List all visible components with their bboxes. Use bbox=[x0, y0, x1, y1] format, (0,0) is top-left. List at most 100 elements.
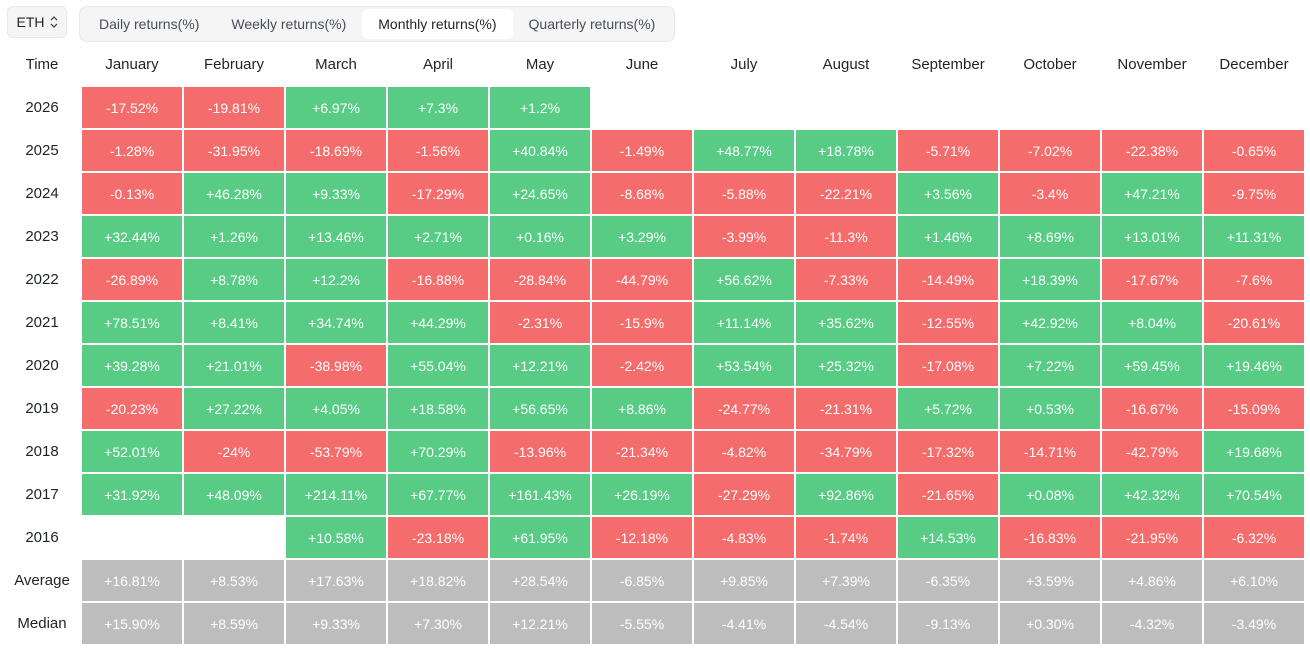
stat-cell: -4.41% bbox=[694, 603, 794, 644]
empty-cell bbox=[1102, 87, 1202, 128]
stat-cell: -4.32% bbox=[1102, 603, 1202, 644]
stat-cell: +7.39% bbox=[796, 560, 896, 601]
return-cell: -7.6% bbox=[1204, 259, 1304, 300]
month-header: December bbox=[1219, 56, 1289, 73]
return-cell: +3.56% bbox=[898, 173, 998, 214]
return-cell: -14.71% bbox=[1000, 431, 1100, 472]
return-cell: +0.53% bbox=[1000, 388, 1100, 429]
return-cell: -5.71% bbox=[898, 130, 998, 171]
return-cell: +7.3% bbox=[388, 87, 488, 128]
return-cell: -22.21% bbox=[796, 173, 896, 214]
stat-row: Median +15.90% +8.59% +9.33% +7.30% +12.21% -5… bbox=[4, 603, 1304, 644]
year-row: 2021 +78.51% +8.41% +34.74% +44.29% -2.31% -15… bbox=[4, 302, 1304, 343]
monthly-returns-table: Time January February March April May Ju… bbox=[2, 42, 1306, 646]
month-header: May bbox=[525, 56, 555, 73]
return-cell: -1.56% bbox=[388, 130, 488, 171]
month-header: September bbox=[911, 56, 985, 73]
return-cell: -21.95% bbox=[1102, 517, 1202, 558]
return-cell: +40.84% bbox=[490, 130, 590, 171]
return-cell: +26.19% bbox=[592, 474, 692, 515]
month-header: February bbox=[203, 56, 265, 73]
empty-cell bbox=[82, 517, 182, 558]
return-cell: -53.79% bbox=[286, 431, 386, 472]
tab-monthly-returns[interactable]: Monthly returns(%) bbox=[362, 9, 513, 39]
month-header: April bbox=[422, 56, 453, 73]
tab-daily-returns[interactable]: Daily returns(%) bbox=[99, 16, 200, 32]
return-cell: -11.3% bbox=[796, 216, 896, 257]
return-cell: -28.84% bbox=[490, 259, 590, 300]
table-body: 2026 -17.52% -19.81% +6.97% +7.3% +1.2% 2025 -1… bbox=[4, 87, 1304, 644]
return-cell: -16.83% bbox=[1000, 517, 1100, 558]
return-cell: +34.74% bbox=[286, 302, 386, 343]
return-cell: +1.2% bbox=[490, 87, 590, 128]
return-cell: -38.98% bbox=[286, 345, 386, 386]
stat-cell: -5.55% bbox=[592, 603, 692, 644]
return-cell: -0.13% bbox=[82, 173, 182, 214]
return-cell: -1.74% bbox=[796, 517, 896, 558]
tab-weekly-returns[interactable]: Weekly returns(%) bbox=[231, 16, 347, 32]
return-cell: +18.39% bbox=[1000, 259, 1100, 300]
return-cell: +35.62% bbox=[796, 302, 896, 343]
return-cell: +47.21% bbox=[1102, 173, 1202, 214]
return-cell: +56.62% bbox=[694, 259, 794, 300]
stat-cell: +8.59% bbox=[184, 603, 284, 644]
empty-cell bbox=[796, 87, 896, 128]
return-cell: +8.69% bbox=[1000, 216, 1100, 257]
return-cell: +18.58% bbox=[388, 388, 488, 429]
year-row: 2017 +31.92% +48.09% +214.11% +67.77% +161.43… bbox=[4, 474, 1304, 515]
tab-quarterly-returns[interactable]: Quarterly returns(%) bbox=[528, 16, 656, 32]
stat-cell: -6.35% bbox=[898, 560, 998, 601]
return-cell: -26.89% bbox=[82, 259, 182, 300]
return-cell: +19.68% bbox=[1204, 431, 1304, 472]
header-row: Time January February March April May Ju… bbox=[4, 44, 1304, 85]
year-row: 2023 +32.44% +1.26% +13.46% +2.71% +0.16% +3.2… bbox=[4, 216, 1304, 257]
return-cell: -17.29% bbox=[388, 173, 488, 214]
return-cell: +8.86% bbox=[592, 388, 692, 429]
return-cell: -20.23% bbox=[82, 388, 182, 429]
return-cell: -17.32% bbox=[898, 431, 998, 472]
row-label: 2020 bbox=[25, 357, 59, 374]
stat-cell: +6.10% bbox=[1204, 560, 1304, 601]
return-cell: +214.11% bbox=[286, 474, 386, 515]
chevron-updown-icon bbox=[50, 16, 58, 28]
asset-select-value: ETH bbox=[16, 14, 45, 30]
return-cell: +2.71% bbox=[388, 216, 488, 257]
return-cell: -3.4% bbox=[1000, 173, 1100, 214]
stat-cell: -3.49% bbox=[1204, 603, 1304, 644]
month-header: June bbox=[625, 56, 659, 73]
return-cell: +67.77% bbox=[388, 474, 488, 515]
stat-cell: +0.30% bbox=[1000, 603, 1100, 644]
row-label: Median bbox=[17, 615, 67, 632]
return-cell: -2.42% bbox=[592, 345, 692, 386]
year-row: 2025 -1.28% -31.95% -18.69% -1.56% +40.84% -1.… bbox=[4, 130, 1304, 171]
return-cell: -12.18% bbox=[592, 517, 692, 558]
stat-cell: +7.30% bbox=[388, 603, 488, 644]
return-cell: -27.29% bbox=[694, 474, 794, 515]
return-cell: -4.83% bbox=[694, 517, 794, 558]
year-row: 2018 +52.01% -24% -53.79% +70.29% -13.96% -21.… bbox=[4, 431, 1304, 472]
return-cell: +55.04% bbox=[388, 345, 488, 386]
stat-cell: +4.86% bbox=[1102, 560, 1202, 601]
return-cell: +48.77% bbox=[694, 130, 794, 171]
empty-cell bbox=[184, 517, 284, 558]
return-cell: +53.54% bbox=[694, 345, 794, 386]
empty-cell bbox=[1000, 87, 1100, 128]
return-cell: +11.31% bbox=[1204, 216, 1304, 257]
stat-cell: +17.63% bbox=[286, 560, 386, 601]
return-cell: -5.88% bbox=[694, 173, 794, 214]
return-cell: -13.96% bbox=[490, 431, 590, 472]
return-cell: -6.32% bbox=[1204, 517, 1304, 558]
row-label: 2024 bbox=[25, 185, 59, 202]
return-cell: +70.29% bbox=[388, 431, 488, 472]
return-cell: +14.53% bbox=[898, 517, 998, 558]
return-cell: -9.75% bbox=[1204, 173, 1304, 214]
return-cell: +161.43% bbox=[490, 474, 590, 515]
return-cell: +13.01% bbox=[1102, 216, 1202, 257]
year-row: 2024 -0.13% +46.28% +9.33% -17.29% +24.65% -8.… bbox=[4, 173, 1304, 214]
return-cell: +52.01% bbox=[82, 431, 182, 472]
return-cell: +1.46% bbox=[898, 216, 998, 257]
return-cell: +42.92% bbox=[1000, 302, 1100, 343]
return-cell: +61.95% bbox=[490, 517, 590, 558]
asset-select[interactable]: ETH bbox=[7, 6, 67, 38]
row-label: 2016 bbox=[25, 529, 59, 546]
